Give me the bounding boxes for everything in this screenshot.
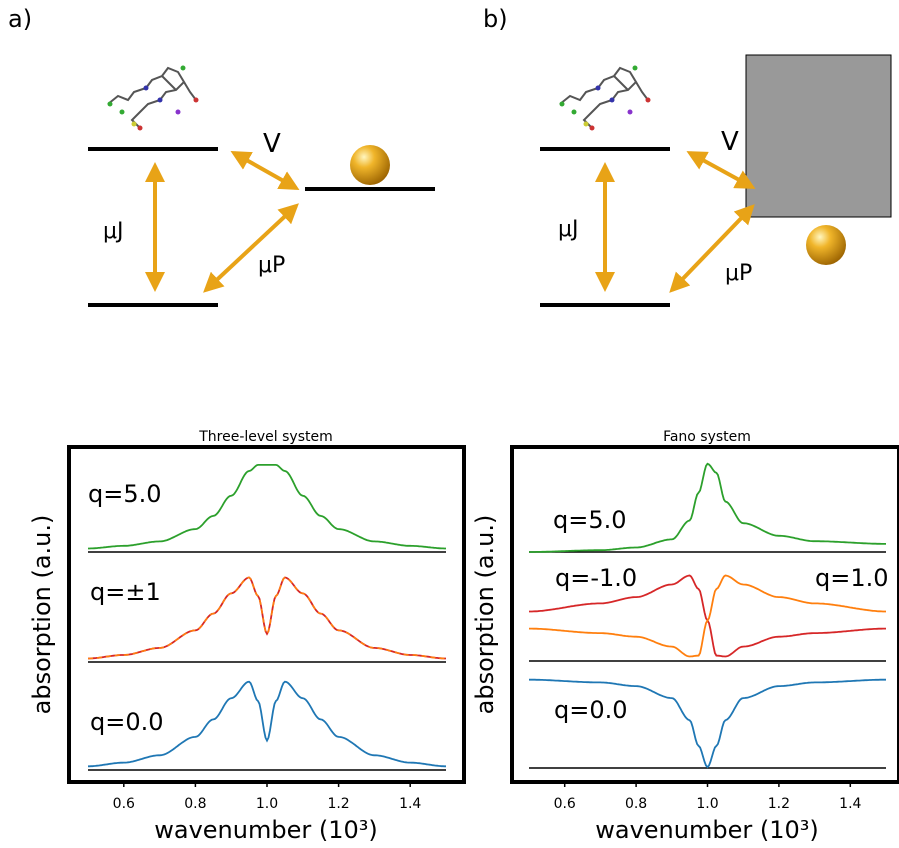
x-tick-label: 1.0 <box>696 796 718 812</box>
x-tick-label: 0.6 <box>113 796 135 812</box>
series-label: q=0.0 <box>90 708 164 736</box>
plot-frame <box>510 445 899 784</box>
series-line-dashed <box>88 576 446 660</box>
series-label: q=5.0 <box>88 480 162 508</box>
fano-plot: Fano system absorption (a.u.) wavenumber (… <box>471 429 899 844</box>
x-tick-label: 1.2 <box>327 796 349 812</box>
x-tick-label: 1.2 <box>768 796 790 812</box>
panel-a-label: a) <box>8 5 32 33</box>
series-line <box>529 678 886 769</box>
panel-b-label: b) <box>483 5 508 33</box>
series-line <box>529 574 886 658</box>
x-tick-label: 1.0 <box>256 796 278 812</box>
x-axis-label: wavenumber (10³) <box>595 816 819 844</box>
dipole-j-label: μJ <box>558 217 579 242</box>
dipole-j-label: μJ <box>103 219 124 244</box>
coupling-arrow <box>686 151 756 189</box>
series-label: q=0.0 <box>554 696 628 724</box>
series-label: q=5.0 <box>553 506 627 534</box>
dipole-p-arrow <box>203 203 299 293</box>
panel-b: b) V μJ μP <box>483 5 892 307</box>
chart-title: Fano system <box>663 429 751 445</box>
continuum-box <box>745 54 892 218</box>
nanoparticle-icon <box>806 225 846 265</box>
x-tick-label: 0.8 <box>625 796 647 812</box>
series-line <box>529 462 886 553</box>
series-label: q=-1.0 <box>555 564 637 592</box>
three-level-plot: Three-level system absorption (a.u.) waven… <box>28 429 466 844</box>
nanoparticle-icon <box>350 145 390 185</box>
x-tick-label: 1.4 <box>399 796 421 812</box>
series-label: q=±1 <box>90 578 161 606</box>
coupling-label: V <box>263 129 281 159</box>
molecule-icon <box>107 65 199 131</box>
y-axis-label: absorption (a.u.) <box>471 515 499 715</box>
x-tick-label: 0.8 <box>184 796 206 812</box>
chart-title: Three-level system <box>198 429 333 445</box>
series-line <box>88 680 446 768</box>
molecule-icon <box>559 65 651 131</box>
coupling-label: V <box>721 127 739 157</box>
dipole-p-label: μP <box>725 261 752 286</box>
series-line <box>88 464 446 550</box>
dipole-p-label: μP <box>258 253 285 278</box>
panel-a: a) V μJ μP <box>8 5 435 307</box>
series-label: q=1.0 <box>815 564 889 592</box>
x-tick-label: 1.4 <box>839 796 861 812</box>
x-axis-label: wavenumber (10³) <box>154 816 378 844</box>
dipole-p-arrow <box>669 204 755 293</box>
x-tick-label: 0.6 <box>554 796 576 812</box>
y-axis-label: absorption (a.u.) <box>28 515 56 715</box>
coupling-arrow <box>230 151 300 190</box>
